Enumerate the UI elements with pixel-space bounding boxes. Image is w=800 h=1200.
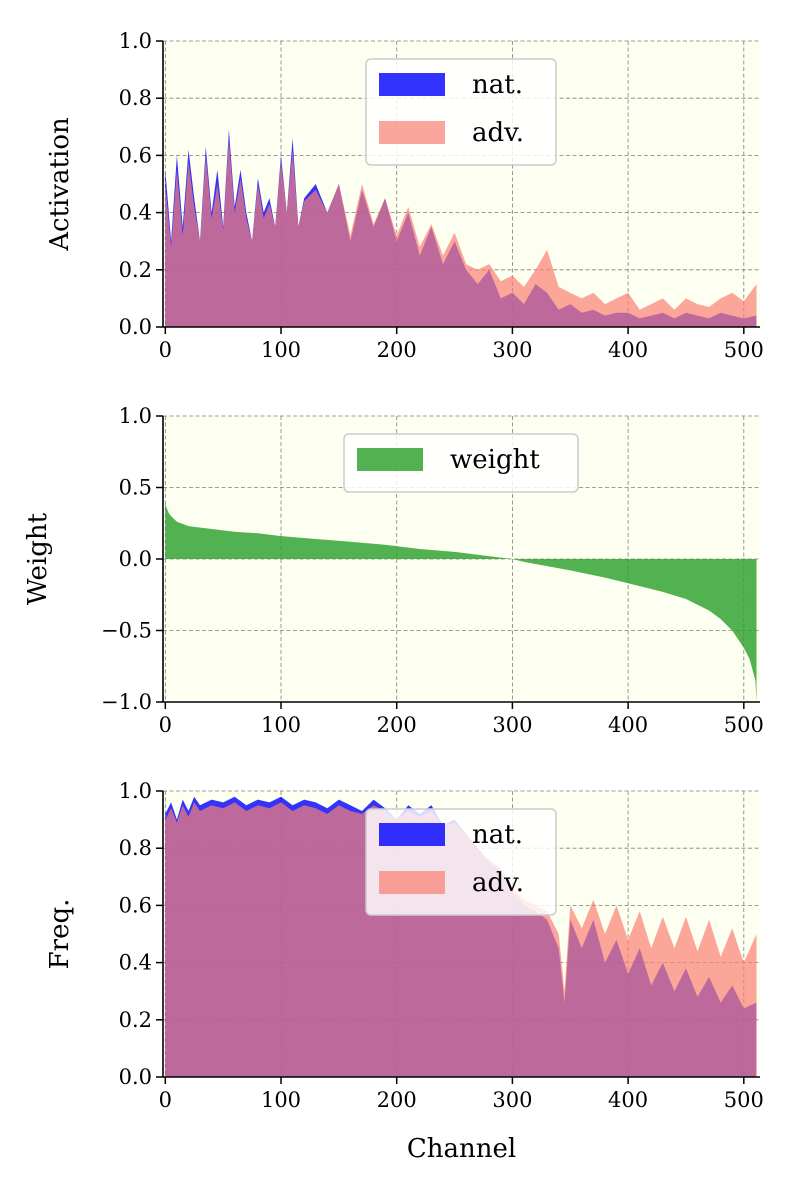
panel-1-y-tick-label-2: 0.4 xyxy=(119,201,152,225)
panel-2-x-tick-label-0: 0 xyxy=(159,713,172,737)
panel-2-legend-swatch-0 xyxy=(357,448,423,471)
panel-3-y-tick-label-5: 1.0 xyxy=(119,779,152,803)
panel-2-x-tick-label-1: 100 xyxy=(261,713,301,737)
panel-3: 0 100 200 300 400 500 0.0 0.2 0.4 0.6 0.8 1.0 Freq. C… xyxy=(45,779,764,1164)
panel-2-x-tick-label-3: 300 xyxy=(492,713,532,737)
panel-1-legend-swatch-1 xyxy=(379,121,445,144)
panel-2-y-tick-label-0: −1.0 xyxy=(101,690,152,714)
panel-3-legend-label-0: nat. xyxy=(472,820,523,850)
panel-1-x-tick-label-0: 0 xyxy=(159,338,172,362)
panel-3-y-tick-label-4: 0.8 xyxy=(119,836,152,860)
panel-1-y-tick-label-1: 0.2 xyxy=(119,258,152,282)
panel-3-y-tick-label-0: 0.0 xyxy=(119,1065,152,1089)
panel-2: 0 100 200 300 400 500 −1.0 −0.5 0.0 0.5 1.0 Weight w… xyxy=(23,404,764,737)
panel-3-legend-swatch-1 xyxy=(379,871,445,894)
panel-2-y-tick-label-3: 0.5 xyxy=(119,476,152,500)
panel-2-y-tick-label-2: 0.0 xyxy=(119,547,152,571)
panel-1-y-axis-label: Activation xyxy=(45,117,75,252)
panel-3-x-tick-label-4: 400 xyxy=(608,1088,648,1112)
panel-1-legend: nat. adv. xyxy=(365,58,557,166)
panel-1-x-tick-label-2: 200 xyxy=(377,338,417,362)
panel-2-legend-label-0: weight xyxy=(450,445,540,475)
panel-2-series-weight-area xyxy=(165,501,757,702)
panel-1-legend-label-0: nat. xyxy=(472,70,523,100)
panel-1-x-tick-label-1: 100 xyxy=(261,338,301,362)
panel-3-x-tick-label-0: 0 xyxy=(159,1088,172,1112)
panel-3-x-tick-label-1: 100 xyxy=(261,1088,301,1112)
panel-3-y-tick-label-2: 0.4 xyxy=(119,951,152,975)
panel-2-y-tick-label-1: −0.5 xyxy=(101,619,152,643)
panel-1-x-tick-label-4: 400 xyxy=(608,338,648,362)
panel-2-x-tick-label-2: 200 xyxy=(377,713,417,737)
panel-3-y-tick-label-1: 0.2 xyxy=(119,1008,152,1032)
panel-1-y-tick-label-5: 1.0 xyxy=(119,29,152,53)
panel-3-y-tick-label-3: 0.6 xyxy=(119,893,152,917)
panel-1-legend-label-1: adv. xyxy=(472,118,524,148)
panel-3-x-tick-label-2: 200 xyxy=(377,1088,417,1112)
panel-2-x-tick-label-5: 500 xyxy=(724,713,764,737)
panel-1-series-adv-area xyxy=(165,138,757,327)
panel-3-legend-label-1: adv. xyxy=(472,868,524,898)
panel-3-x-axis-label: Channel xyxy=(407,1134,516,1164)
panel-3-x-tick-label-5: 500 xyxy=(724,1088,764,1112)
panel-3-y-axis-label: Freq. xyxy=(45,899,75,970)
panel-1: 0 100 200 300 400 500 0.0 0.2 0.4 0.6 0.8 1.0 Activa… xyxy=(45,29,764,362)
panel-1-y-tick-label-0: 0.0 xyxy=(119,315,152,339)
panel-2-x-tick-label-4: 400 xyxy=(608,713,648,737)
panel-2-y-axis-label: Weight xyxy=(23,512,53,605)
panel-3-legend: nat. adv. xyxy=(365,808,557,916)
panel-3-legend-swatch-0 xyxy=(379,823,445,846)
panel-3-series-adv-area xyxy=(165,802,757,1077)
panel-1-y-tick-label-4: 0.8 xyxy=(119,86,152,110)
panel-2-legend: weight xyxy=(343,433,579,493)
panel-1-x-tick-label-5: 500 xyxy=(724,338,764,362)
panel-2-y-tick-label-4: 1.0 xyxy=(119,404,152,428)
panel-1-x-tick-label-3: 300 xyxy=(492,338,532,362)
panel-1-y-tick-label-3: 0.6 xyxy=(119,143,152,167)
panel-3-x-tick-label-3: 300 xyxy=(492,1088,532,1112)
panel-1-legend-swatch-0 xyxy=(379,73,445,96)
